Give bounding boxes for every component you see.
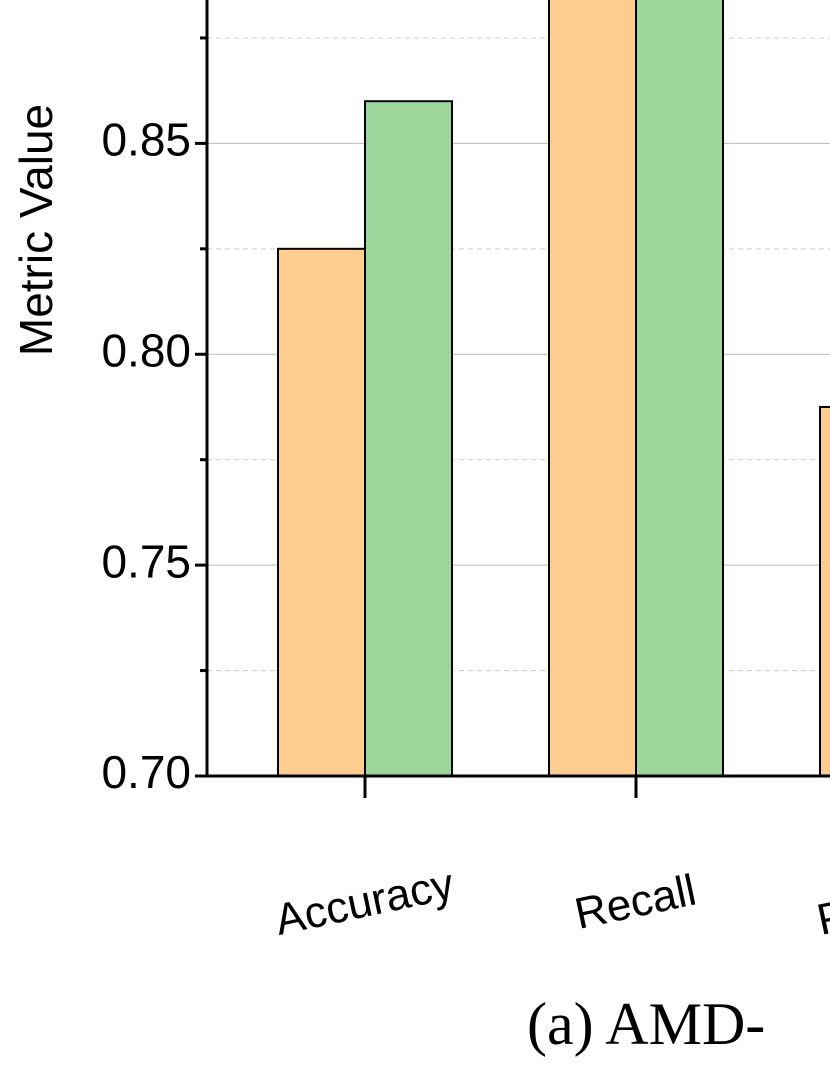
y-axis-label: Metric Value bbox=[10, 104, 62, 356]
bar bbox=[635, 0, 724, 777]
y-tick-label: 0.80 bbox=[101, 324, 191, 376]
x-tick-label: Recall bbox=[571, 866, 701, 939]
bar bbox=[277, 247, 366, 777]
bar bbox=[548, 0, 637, 777]
chart-title: (a) AMD- bbox=[527, 991, 765, 1057]
y-tick-label: 0.75 bbox=[101, 535, 191, 587]
x-tick-label: Precision bbox=[813, 859, 830, 945]
y-tick-label: 0.70 bbox=[101, 746, 191, 798]
x-tick-label: Accuracy bbox=[271, 859, 458, 945]
bar bbox=[364, 100, 453, 777]
y-tick-label: 0.85 bbox=[101, 114, 191, 166]
bar bbox=[819, 405, 830, 777]
